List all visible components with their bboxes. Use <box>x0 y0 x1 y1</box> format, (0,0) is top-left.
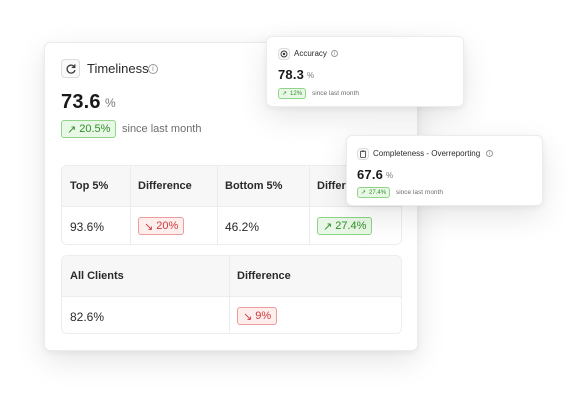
arrow-up-right-icon: ↗ <box>361 189 367 196</box>
info-icon[interactable]: i <box>331 50 338 57</box>
table-cell: 46.2% <box>225 220 260 234</box>
arrow-up-right-icon: ↗ <box>67 122 77 136</box>
column-header: Top 5% <box>70 180 109 192</box>
card-title: Completeness - Overreporting <box>373 149 481 158</box>
column-header: Difference <box>138 180 192 192</box>
metric-unit: % <box>386 171 394 180</box>
since-label: since last month <box>396 189 443 196</box>
metric-value: 67.6 <box>357 167 384 182</box>
table-header-row: Top 5% Difference Bottom 5% Difference <box>62 166 401 206</box>
difference-badge: ↗ 27.4% <box>317 217 373 235</box>
change-value: 20.5% <box>79 123 111 135</box>
completeness-card[interactable]: Completeness - Overreporting i 67.6 % ↗ … <box>346 135 543 206</box>
breakdown-table: Top 5% Difference Bottom 5% Difference 9… <box>61 165 402 245</box>
table-header-row: All Clients Difference <box>62 256 401 296</box>
metric-value: 73.6 <box>61 91 101 113</box>
column-header: Bottom 5% <box>225 180 283 192</box>
arrow-down-right-icon: ↘ <box>144 219 154 233</box>
metric-unit: % <box>307 71 315 80</box>
target-icon <box>278 48 290 60</box>
card-title: Accuracy <box>294 49 327 58</box>
difference-badge: ↘ 9% <box>237 307 278 325</box>
info-icon[interactable]: i <box>148 64 158 74</box>
arrow-up-right-icon: ↗ <box>282 90 288 97</box>
change-badge: ↗ 12% <box>278 88 307 99</box>
clients-table: All Clients Difference 82.6% ↘ 9% <box>61 255 402 334</box>
change-badge: ↗ 27.4% <box>357 187 391 198</box>
table-cell: 82.6% <box>70 310 105 324</box>
refresh-icon <box>61 59 80 78</box>
table-row: 93.6% ↘ 20% 46.2% ↗ 27.4% <box>62 206 401 244</box>
column-header: All Clients <box>70 270 124 282</box>
table-row: 82.6% ↘ 9% <box>62 296 401 333</box>
column-header: Difference <box>237 270 291 282</box>
clipboard-icon <box>357 148 369 160</box>
metric-value: 78.3 <box>278 67 305 82</box>
accuracy-card[interactable]: Accuracy i 78.3 % ↗ 12% since last month <box>266 36 464 107</box>
since-label: since last month <box>312 90 359 97</box>
info-icon[interactable]: i <box>486 150 493 157</box>
arrow-down-right-icon: ↘ <box>243 309 253 323</box>
since-label: since last month <box>122 123 202 135</box>
metric-unit: % <box>105 96 116 110</box>
difference-badge: ↘ 20% <box>138 217 185 235</box>
change-badge: ↗ 20.5% <box>61 120 117 138</box>
table-cell: 93.6% <box>70 220 105 234</box>
arrow-up-right-icon: ↗ <box>323 219 333 233</box>
card-title: Timeliness <box>87 61 149 76</box>
